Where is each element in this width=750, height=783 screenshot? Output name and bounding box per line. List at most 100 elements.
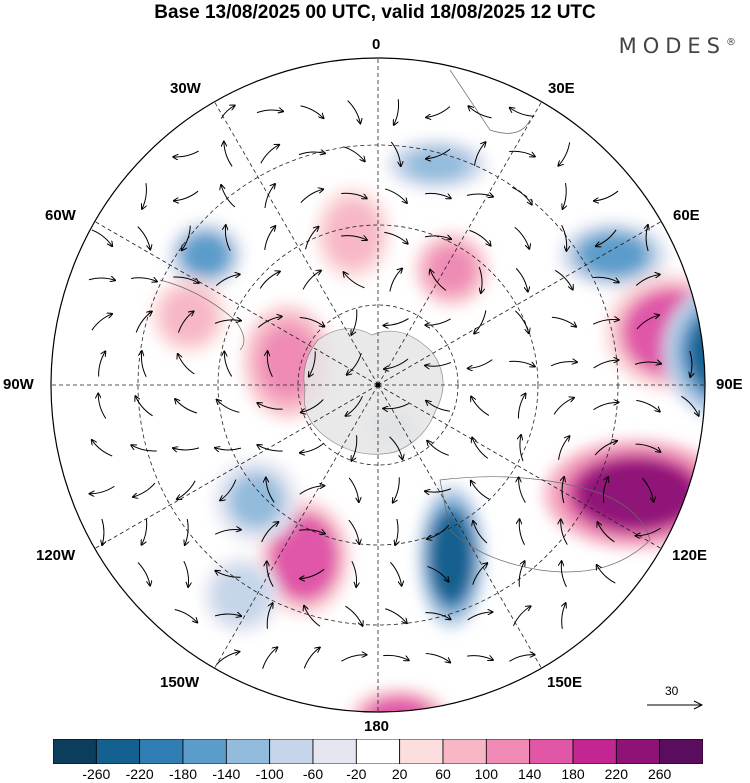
registered-mark: ® [726,37,736,48]
colorbar-tick-label: -180 [168,766,198,782]
wind-vector [426,148,451,159]
wind-vector [343,146,364,162]
australia-coastline [439,476,651,573]
wind-vector [137,226,151,250]
colorbar-swatch [615,739,661,764]
wind-vector [518,561,524,587]
wind-vector [389,436,402,460]
meridian-line [377,221,662,386]
wind-vector [257,403,283,410]
wind-vector [303,648,319,669]
wind-vector [593,360,619,369]
colorbar-tick-label: 60 [435,766,451,782]
wind-vector [681,395,698,415]
wind-vector [514,226,530,249]
wind-vector [383,403,409,409]
wind-vector [175,399,198,414]
wind-vector [224,352,233,377]
wind-vector [131,278,157,282]
wind-vector [427,565,448,581]
meridian-line [214,384,379,669]
wind-vector [135,312,152,333]
wind-vector [215,571,241,578]
wind-vector [512,606,530,626]
colorbar-tick-label: -220 [125,766,154,782]
wind-vector [551,316,576,326]
wind-vector [636,315,659,330]
wind-vector [264,226,276,250]
negative-anomaly [405,148,468,181]
wind-vector [300,105,324,118]
colorbar-swatch [442,739,487,764]
label-lon-30e: 30E [548,80,575,97]
colorbar-tick-label: 100 [474,766,499,782]
map-boundary [50,57,706,713]
wind-vector [142,519,148,545]
negative-anomaly [218,571,265,619]
colorbar-swatch [355,739,401,764]
wind-vector [225,225,231,252]
wind-vector [341,235,367,240]
wind-vector [517,393,525,419]
wind-vector [220,479,237,501]
wind-vector [300,568,325,578]
wind-vector [215,274,239,286]
positive-anomaly [259,325,317,399]
wind-vector [520,435,524,462]
wind-vector [90,485,115,494]
wind-vector [142,183,147,209]
colorbar-swatch [269,739,314,764]
label-lon-90e: 90E [716,376,743,393]
wind-vector [558,436,570,460]
latitude-circle [217,224,539,546]
wind-vector [636,527,661,535]
wind-vector [426,401,450,412]
colorbar-tick-label: -260 [82,766,111,782]
label-lon-120w: 120W [36,547,76,564]
wind-vector [309,351,316,376]
wind-vector [173,150,199,157]
meridian-line [377,384,542,669]
wind-vector [515,268,528,291]
wind-vector [301,399,324,413]
south-pole-marker [375,382,381,388]
wind-vector [344,272,365,289]
wind-vector [351,560,357,587]
wind-vector [217,400,240,413]
wind-vector [351,309,358,334]
wind-vector [563,182,567,209]
wind-vector [472,438,489,459]
wind-vector [690,350,692,377]
wind-vector [214,320,241,324]
positive-anomaly [367,698,431,712]
wind-vector [260,145,279,164]
wind-vector [264,184,275,209]
positive-anomaly [275,520,334,594]
brand-logo: MODES® [619,34,736,58]
colorbar-tick-label: -20 [346,766,367,782]
meridian-line [377,384,662,549]
wind-vector [467,612,493,621]
colorbar-swatch [485,739,531,764]
wind-vector [92,440,113,457]
wind-vector [137,562,150,586]
wind-reference-arrow [647,700,704,710]
colorbar-swatch [53,739,97,764]
wind-vector [430,270,447,291]
colorbar-swatch [529,739,574,764]
wind-vector [384,188,407,203]
wind-vector [131,445,157,452]
label-lon-120e: 120E [672,547,708,564]
colorbar [53,739,703,764]
wind-vector [427,524,450,539]
wind-vector [561,224,567,251]
wind-vector [424,236,451,239]
wind-vector [267,351,273,378]
wind-vector [298,152,325,155]
wind-vector [182,225,191,251]
label-lon-0: 0 [372,36,381,53]
wind-vector [304,606,321,627]
wind-reference-value: 30 [665,684,679,698]
wind-vector [267,561,274,587]
